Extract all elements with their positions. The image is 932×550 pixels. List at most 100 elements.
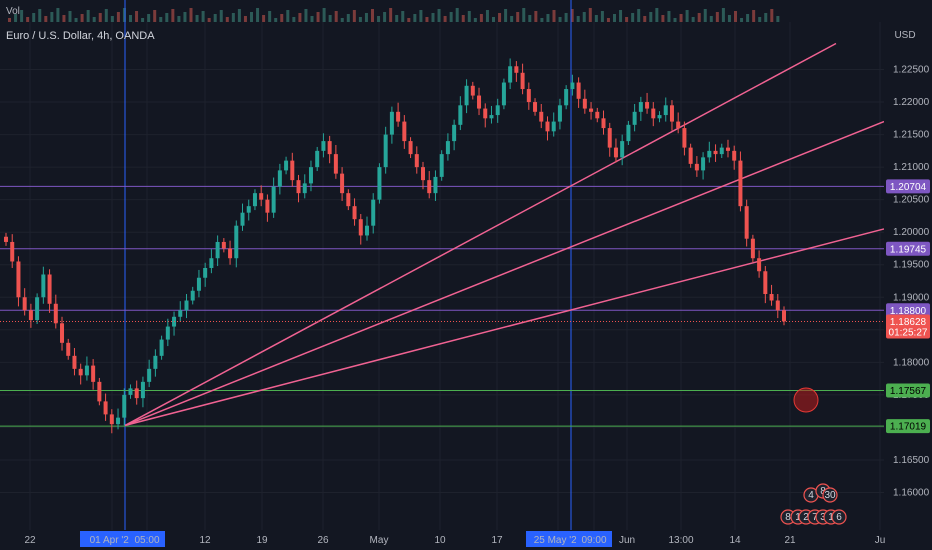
- candle-body: [296, 180, 301, 194]
- candle-body: [396, 111, 401, 122]
- volume-bar: [516, 12, 520, 22]
- candle-body: [184, 300, 189, 311]
- candle-body: [290, 160, 295, 181]
- volume-bar: [171, 9, 175, 22]
- volume-bar: [262, 15, 266, 22]
- candle-body: [421, 167, 426, 181]
- volume-bar: [38, 9, 42, 22]
- candle-body: [470, 85, 475, 96]
- volume-bar: [141, 18, 145, 22]
- volume-bar: [62, 15, 66, 22]
- volume-bar: [588, 8, 592, 22]
- candle-body: [713, 150, 718, 155]
- volume-bar: [322, 8, 326, 22]
- volume-bar: [44, 16, 48, 22]
- volume-bar: [92, 17, 96, 22]
- candle-body: [10, 241, 15, 262]
- candle-body: [271, 186, 276, 213]
- x-marker-tag: [526, 531, 590, 547]
- volume-bar: [352, 10, 356, 22]
- volume-bar: [153, 10, 157, 22]
- volume-bar: [485, 10, 489, 22]
- volume-bar: [564, 13, 568, 22]
- candle-body: [545, 121, 550, 132]
- event-badge-label: 6: [836, 512, 842, 523]
- level-price-tag: [886, 419, 930, 434]
- volume-bar: [473, 18, 477, 22]
- candle-body: [84, 365, 89, 376]
- candle-body: [520, 72, 525, 90]
- candle-body: [539, 111, 544, 122]
- candle-body: [159, 339, 164, 356]
- volume-bar: [606, 18, 610, 22]
- event-badge: [831, 509, 847, 525]
- axis-currency-label: USD: [894, 30, 915, 41]
- x-tick-label: 01 Apr '21: [90, 535, 135, 546]
- volume-bar: [8, 18, 11, 22]
- candle-body: [676, 121, 681, 129]
- volume-bar: [219, 10, 223, 22]
- volume-bar: [183, 12, 187, 22]
- candle-body: [215, 241, 220, 259]
- volume-bar: [74, 18, 78, 22]
- volume-bar: [479, 14, 483, 22]
- y-tick-label: 1.20500: [893, 195, 930, 206]
- volume-bar: [764, 13, 768, 22]
- candle-body: [78, 368, 83, 376]
- level-price-tag-label: 1.19745: [890, 244, 927, 255]
- x-tick-label: 25 May '21: [534, 535, 583, 546]
- volume-bar: [189, 8, 193, 22]
- candle-body: [196, 277, 201, 291]
- candle-body: [97, 381, 102, 402]
- volume-bar: [461, 15, 465, 22]
- candle-body: [389, 111, 394, 135]
- candle-body: [663, 105, 668, 116]
- volume-bar: [104, 9, 108, 22]
- volume-bar: [419, 10, 423, 22]
- volume-bar: [86, 10, 90, 22]
- candle-body: [377, 167, 382, 200]
- candle-body: [60, 323, 65, 343]
- volume-bar: [746, 14, 750, 22]
- y-tick-label: 1.21500: [893, 130, 930, 141]
- volume-bar: [280, 14, 284, 22]
- event-badge-label: 7: [812, 512, 818, 523]
- candle-body: [35, 297, 40, 321]
- y-tick-label: 1.22000: [893, 97, 930, 108]
- candle-body: [364, 225, 369, 236]
- volume-bar: [528, 15, 532, 22]
- candle-body: [315, 150, 320, 168]
- candle-body: [669, 105, 674, 122]
- candle-body: [570, 82, 575, 90]
- volume-bar: [582, 12, 586, 22]
- candle-body: [4, 236, 8, 242]
- event-badge-label: 2: [803, 512, 809, 523]
- event-badge-label: 8: [785, 512, 791, 523]
- volume-bar: [703, 9, 707, 22]
- volume-bar: [159, 17, 163, 22]
- candle-body: [626, 124, 631, 142]
- volume-bar: [364, 13, 368, 22]
- trend-line: [124, 120, 885, 427]
- candle-body: [414, 154, 419, 168]
- candle-body: [775, 300, 780, 311]
- volume-bar: [552, 10, 556, 22]
- volume-bar: [740, 18, 744, 22]
- candle-body: [757, 258, 762, 272]
- volume-bar: [195, 15, 199, 22]
- volume-bar: [358, 17, 362, 22]
- candle-body: [259, 193, 264, 200]
- candle-body: [178, 310, 183, 317]
- candle-body: [277, 170, 282, 187]
- volume-bar: [213, 14, 217, 22]
- x-marker-tag: [129, 531, 165, 547]
- candle-body: [28, 310, 33, 321]
- candle-body: [744, 206, 749, 239]
- candle-body: [738, 160, 743, 207]
- countdown-label: 01:25:27: [889, 327, 928, 338]
- volume-bar: [243, 16, 247, 22]
- volume-bar: [286, 10, 290, 22]
- candles: [4, 58, 786, 434]
